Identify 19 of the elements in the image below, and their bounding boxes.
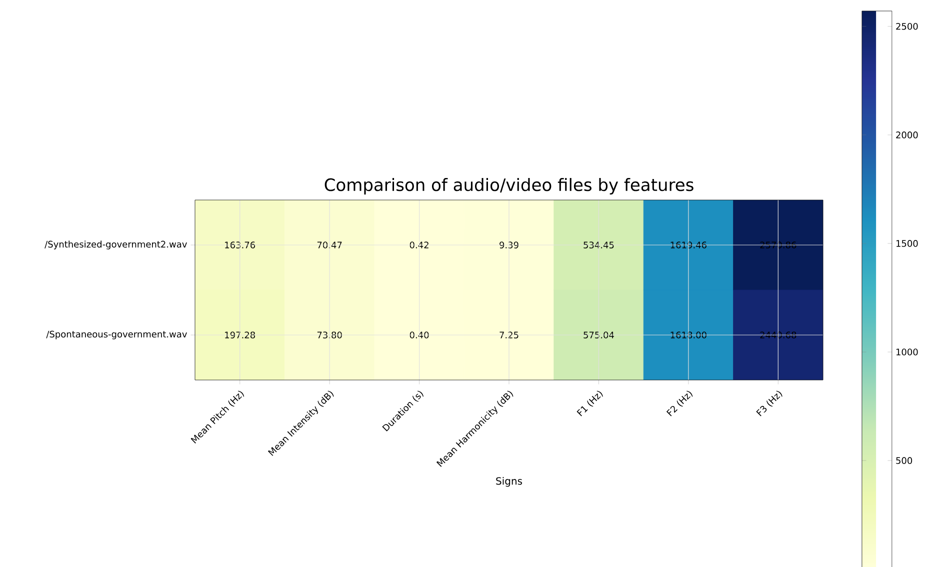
data-label: 534.45 [584,242,614,248]
color-bar-label: 2500 [896,22,918,30]
y-tick-label: /Spontaneous-government.wav [46,330,187,340]
data-label: 0.42 [410,242,428,248]
data-label: 163.76 [225,242,256,248]
color-bar-label: 1000 [896,348,918,356]
data-label: 0.40 [410,332,429,338]
x-axis-title: Signs [496,477,522,487]
data-label: 575.04 [584,332,614,338]
color-bar-label: 500 [896,457,912,464]
data-label: 73.80 [317,332,342,338]
data-label: 7.25 [500,332,518,338]
data-label: 197.28 [225,332,255,338]
color-bar-label: 1500 [896,240,918,247]
y-tick-label: /Synthesized-government2.wav [44,240,187,250]
data-label: 9.39 [500,242,518,248]
chart-title: Comparison of audio/video files by features [324,178,694,194]
data-label: 70.47 [317,242,342,248]
color-bar-label: 2000 [896,132,918,138]
